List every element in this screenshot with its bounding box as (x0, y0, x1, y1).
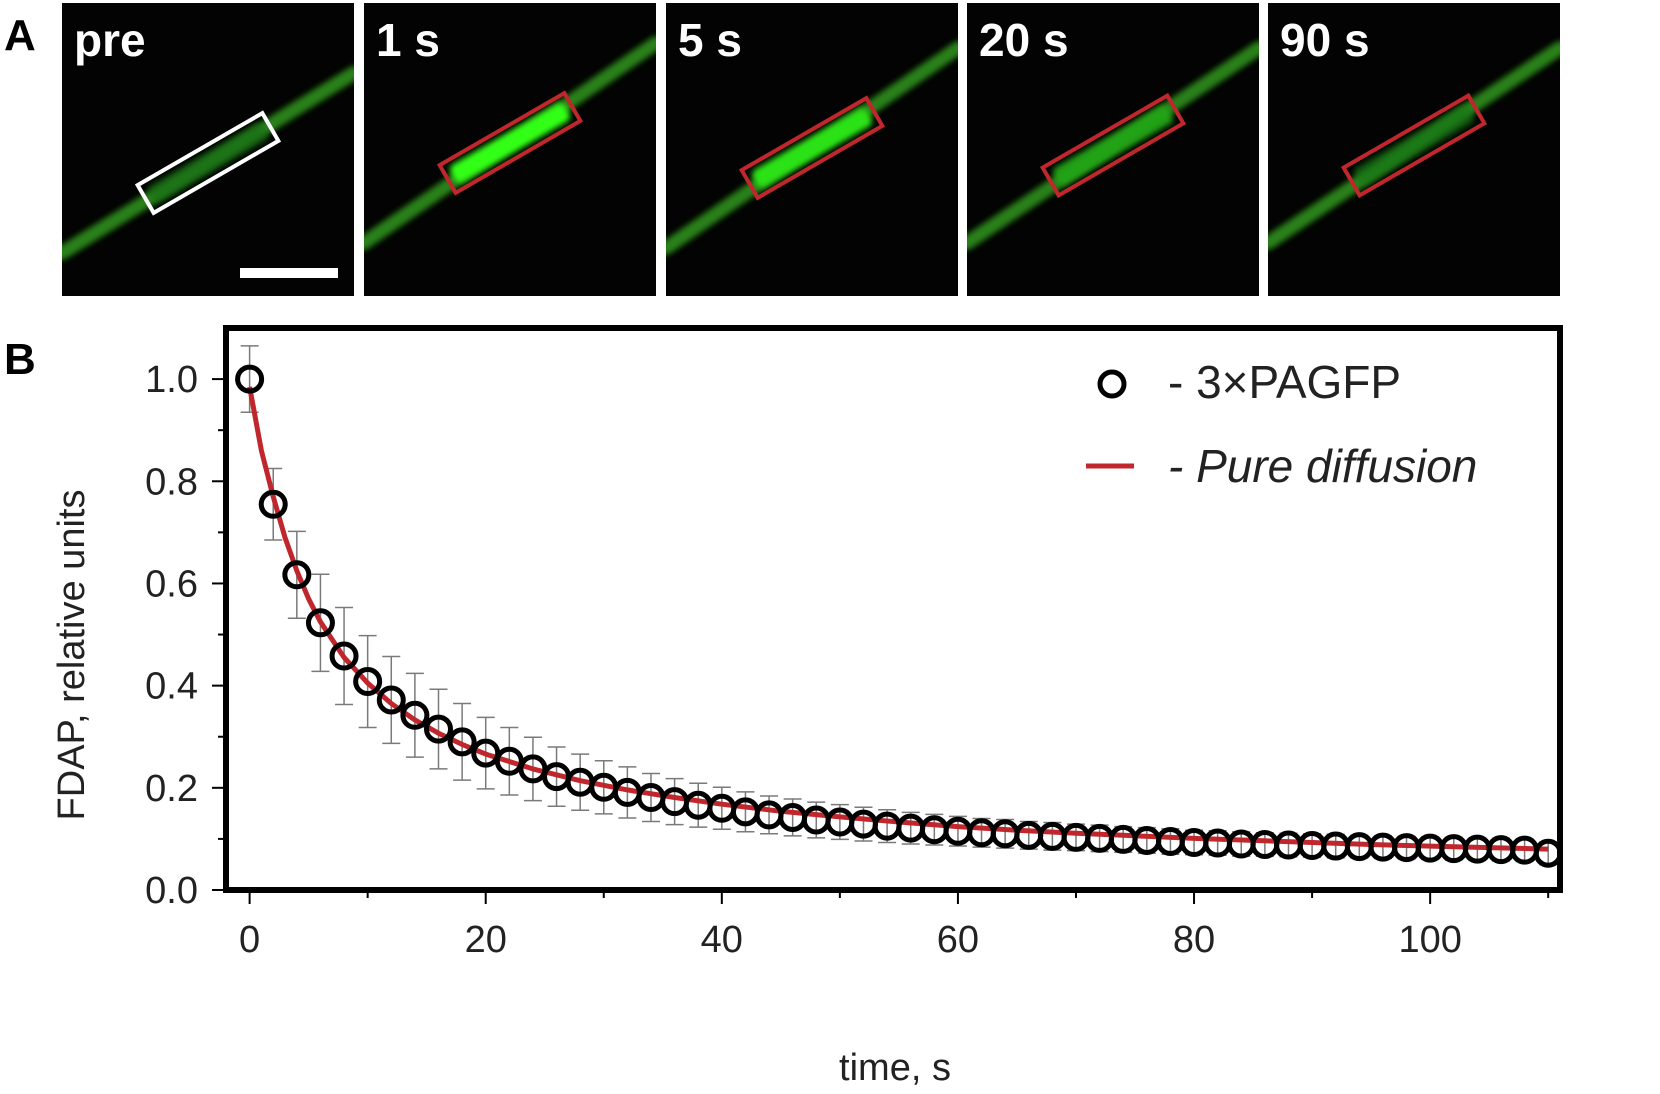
fit-line-layer (247, 386, 1549, 852)
microscopy-frame-20s: 20 s (967, 3, 1259, 296)
data-point (423, 714, 453, 744)
panel-a-letter: A (4, 11, 36, 60)
microscopy-frame-1s: 1 s (364, 3, 656, 296)
error-bars (240, 345, 1558, 866)
legend-marker-circle (1097, 369, 1127, 399)
roi-box (1039, 92, 1187, 199)
microscopy-frame-90s: 90 s (1268, 3, 1560, 296)
data-point (235, 364, 265, 394)
data-point (400, 700, 430, 730)
y-tick-label: 0.2 (145, 768, 198, 810)
y-tick-label: 0.6 (145, 563, 198, 605)
microscopy-image (1268, 41, 1560, 250)
roi-box (134, 110, 282, 216)
y-tick-label: 0.8 (145, 461, 198, 503)
microscopy-frame-5s: 5 s (666, 3, 958, 296)
data-point (353, 667, 383, 697)
frame-label: 90 s (1280, 14, 1370, 66)
microscopy-image (364, 36, 656, 250)
legend-label-pure-diffusion: - Pure diffusion (1168, 440, 1477, 492)
y-tick-label: 1.0 (145, 359, 198, 401)
roi-fluorescence (1354, 106, 1474, 185)
y-axis-label: FDAP, relative units (51, 490, 93, 821)
roi-box (738, 95, 886, 201)
fdap-chart: 0 20 40 60 80 100 0.0 0.2 0.4 0.6 0.8 1.0 - 3×PAGFP… (51, 325, 1563, 1089)
y-tick-label: 0.0 (145, 870, 198, 912)
data-point (376, 685, 406, 715)
microscopy-image (62, 66, 354, 278)
frame-label: 20 s (979, 14, 1069, 66)
microscopy-image (666, 41, 958, 255)
frame-label: pre (74, 14, 146, 66)
x-tick-label: 20 (465, 919, 507, 961)
chart-body (223, 325, 1563, 893)
roi-fluorescence (1053, 106, 1173, 185)
x-axis-label: time, s (839, 1047, 951, 1089)
x-tick-label: 60 (937, 919, 979, 961)
roi-fluorescence (450, 103, 570, 183)
x-tick-label: 80 (1173, 919, 1215, 961)
data-point (258, 489, 288, 519)
y-tick-label: 0.4 (145, 666, 198, 708)
data-points (235, 364, 1563, 868)
data-point (447, 727, 477, 757)
frame-label: 5 s (678, 14, 742, 66)
roi-group (738, 95, 886, 201)
x-tick-label: 100 (1398, 919, 1461, 961)
roi-group (1340, 92, 1488, 199)
pure-diffusion-line (247, 386, 1549, 852)
legend: - 3×PAGFP - Pure diffusion (1086, 356, 1477, 492)
roi-group (134, 110, 282, 216)
data-point (329, 641, 359, 671)
frame-label: 1 s (376, 14, 440, 66)
axis-ticks: 0 20 40 60 80 100 0.0 0.2 0.4 0.6 0.8 1.0 (145, 359, 1550, 961)
data-point (305, 608, 335, 638)
legend-label-3xpagfp: - 3×PAGFP (1168, 356, 1401, 408)
roi-box (436, 90, 584, 196)
microscopy-image (967, 41, 1259, 250)
roi-group (436, 90, 584, 196)
microscopy-frame-pre: pre (62, 3, 354, 296)
roi-group (1039, 92, 1187, 199)
data-point (1533, 838, 1563, 868)
roi-box (1340, 92, 1488, 199)
roi-fluorescence (148, 123, 268, 203)
data-point (282, 560, 312, 590)
plot-frame (223, 325, 1563, 893)
x-tick-label: 40 (701, 919, 743, 961)
x-tick-label: 0 (239, 919, 260, 961)
panel-b-letter: B (4, 335, 36, 384)
scale-bar (240, 268, 338, 278)
roi-fluorescence (752, 108, 872, 188)
